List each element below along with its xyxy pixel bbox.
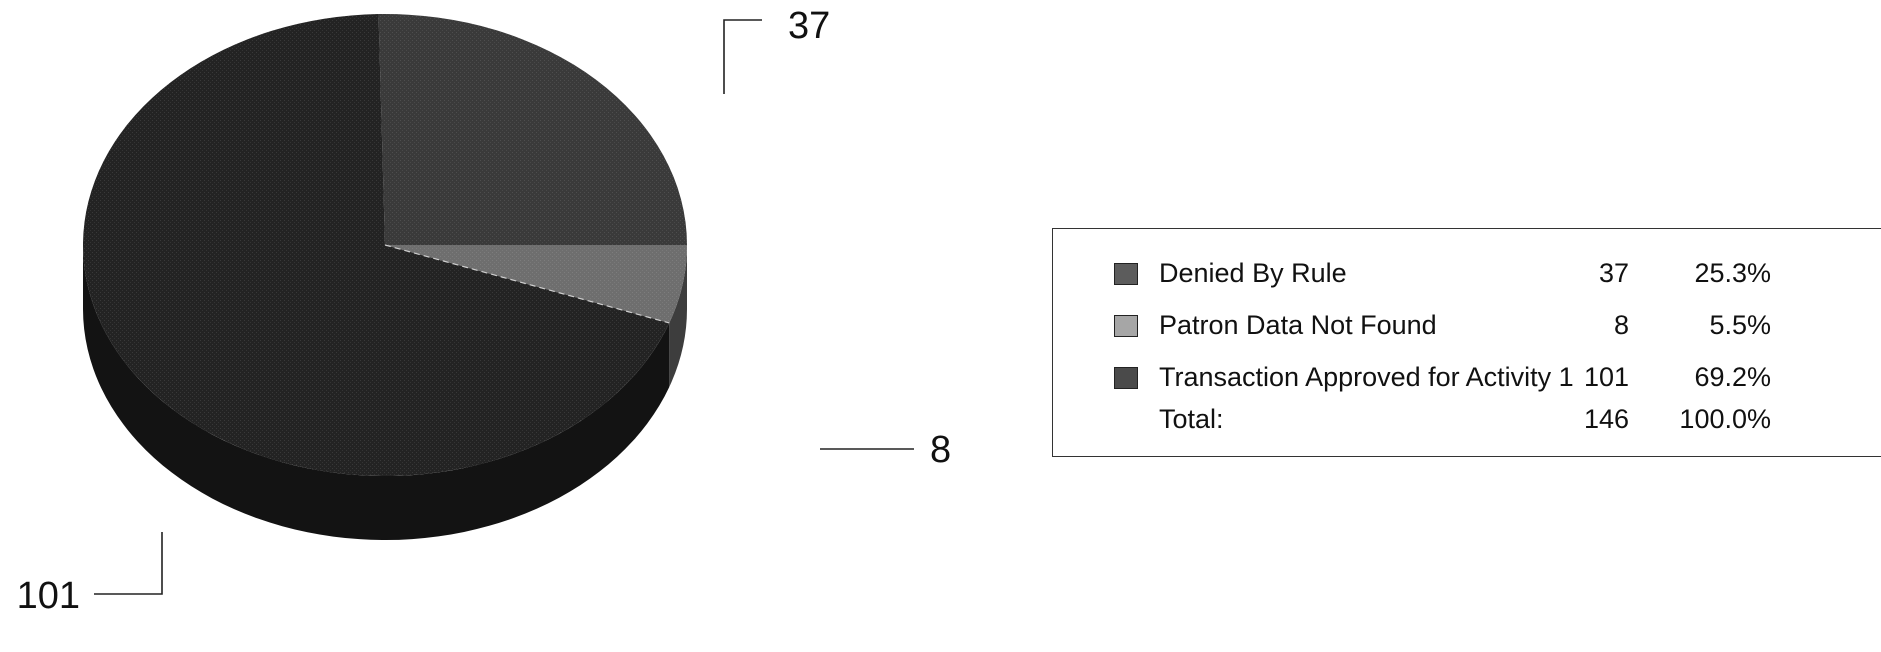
legend-row-denied-by-rule: Denied By Rule 37 25.3% [1083, 251, 1863, 295]
legend-percent: 5.5% [1709, 310, 1771, 340]
slice-separator [384, 244, 670, 324]
legend-percent: 25.3% [1694, 258, 1771, 288]
callout-label-patron-data-not-found: 8 [930, 429, 951, 471]
legend-row-total: Total: 146 100.0% [1083, 397, 1863, 441]
callout-line-denied-by-rule [723, 19, 762, 94]
legend-label: Patron Data Not Found [1159, 310, 1437, 340]
legend-total-percent: 100.0% [1679, 404, 1771, 434]
legend-label: Denied By Rule [1159, 258, 1347, 288]
pie-side-patron-data-not-found [669, 245, 687, 387]
pie-sides [82, 245, 687, 541]
legend: Denied By Rule 37 25.3% Patron Data Not … [1052, 228, 1881, 457]
legend-swatch-patron-data-not-found [1114, 315, 1138, 337]
pie-callouts: 37 8 101 [17, 5, 952, 617]
legend-row-patron-data-not-found: Patron Data Not Found 8 5.5% [1083, 303, 1863, 347]
legend-percent: 69.2% [1694, 362, 1771, 392]
callout-line-transaction-approved-for-activity-1 [94, 532, 163, 595]
legend-total-count: 146 [1583, 404, 1629, 434]
legend-swatch-denied-by-rule [1114, 263, 1138, 285]
legend-total-label: Total: [1159, 404, 1224, 434]
legend-count: 101 [1583, 362, 1629, 392]
callout-label-denied-by-rule: 37 [788, 5, 830, 47]
pie-side-transaction-approved-for-activity-1 [82, 245, 670, 541]
callout-label-transaction-approved-for-activity-1: 101 [17, 575, 80, 617]
legend-count: 37 [1598, 258, 1629, 288]
legend-label: Transaction Approved for Activity 1 [1159, 362, 1574, 392]
legend-swatch-transaction-approved [1114, 367, 1138, 389]
legend-count: 8 [1613, 310, 1629, 340]
legend-row-transaction-approved: Transaction Approved for Activity 1 101 … [1083, 355, 1863, 399]
pie-texture [83, 14, 687, 476]
